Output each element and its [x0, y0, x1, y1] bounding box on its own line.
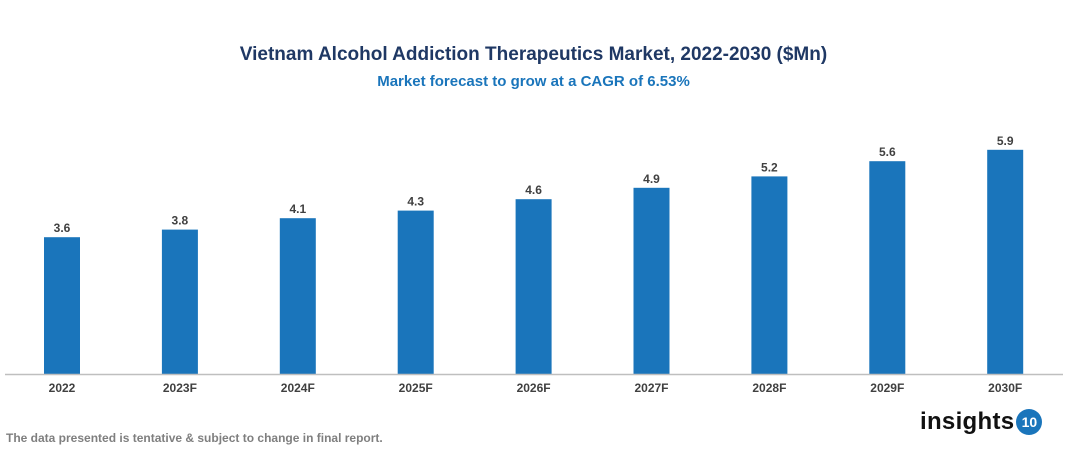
chart-title: Vietnam Alcohol Addiction Therapeutics M…: [239, 44, 828, 65]
bar: [515, 199, 552, 374]
data-label: 3.6: [54, 221, 71, 235]
data-label: 3.8: [172, 214, 189, 228]
bar: [869, 161, 906, 374]
bar: [633, 187, 670, 374]
x-tick-label: 2027F: [634, 381, 668, 395]
data-label: 5.6: [879, 145, 896, 159]
x-tick-label: 2026F: [517, 381, 551, 395]
bar: [44, 237, 80, 374]
data-label: 4.1: [289, 202, 306, 216]
data-label: 4.6: [525, 183, 542, 197]
bar: [161, 229, 198, 374]
bar: [397, 210, 434, 374]
data-label: 4.9: [643, 172, 660, 186]
x-tick-label: 2030F: [988, 381, 1022, 395]
bar: [751, 176, 788, 374]
bar: [987, 149, 1024, 374]
x-tick-label: 2029F: [870, 381, 904, 395]
x-tick-label: 2022: [49, 381, 76, 395]
x-tick-label: 2023F: [163, 381, 197, 395]
data-label: 4.3: [407, 195, 424, 209]
x-tick-label: 2024F: [281, 381, 315, 395]
insights10-logo: insights 10: [920, 408, 1043, 436]
chart-subtitle: Market forecast to grow at a CAGR of 6.5…: [377, 73, 690, 90]
logo-badge: 10: [1016, 409, 1043, 435]
footnote: The data presented is tentative & subjec…: [6, 431, 383, 445]
data-label: 5.9: [997, 134, 1014, 148]
logo-text: insights: [920, 408, 1015, 435]
bar: [279, 218, 316, 374]
x-tick-label: 2025F: [399, 381, 433, 395]
x-tick-label: 2028F: [752, 381, 786, 395]
data-label: 5.2: [761, 160, 778, 174]
